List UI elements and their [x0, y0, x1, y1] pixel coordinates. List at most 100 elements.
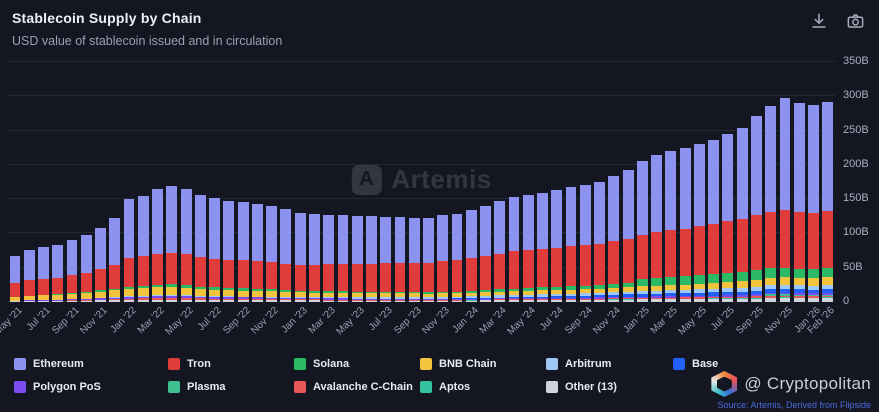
segment-solana: [522, 287, 534, 291]
bar-mar-24[interactable]: [494, 200, 506, 302]
bar-may-21[interactable]: [9, 255, 21, 302]
segment-polygon-pos: [408, 298, 420, 300]
segment-base: [808, 289, 819, 294]
bar-jun-22[interactable]: [194, 195, 206, 302]
bar-feb-23[interactable]: [308, 213, 320, 302]
segment-arbitrum: [565, 293, 577, 296]
legend-item-plasma[interactable]: Plasma: [168, 381, 294, 393]
segment-solana: [437, 292, 449, 294]
legend-item-ethereum[interactable]: Ethereum: [14, 358, 168, 370]
bar-jul-25[interactable]: [722, 133, 734, 302]
bar-aug-24[interactable]: [565, 187, 577, 302]
legend-item-aptos[interactable]: Aptos: [420, 381, 546, 393]
bar-may-25[interactable]: [693, 144, 705, 302]
bar-dec-21[interactable]: [109, 218, 121, 302]
bar-oct-24[interactable]: [594, 182, 605, 302]
legend-item-other-13[interactable]: Other (13): [546, 381, 673, 393]
legend-item-avalanche-c-chain[interactable]: Avalanche C-Chain: [294, 381, 420, 393]
bar-sep-25[interactable]: [751, 116, 762, 302]
bar-aug-21[interactable]: [52, 244, 64, 302]
bar-sep-22[interactable]: [237, 202, 249, 302]
bar-jul-24[interactable]: [551, 189, 563, 302]
legend-item-tron[interactable]: Tron: [168, 358, 294, 370]
bar-jun-21[interactable]: [23, 250, 35, 302]
bar-jul-21[interactable]: [38, 247, 49, 302]
bar-nov-25[interactable]: [779, 98, 791, 302]
bar-nov-21[interactable]: [95, 228, 106, 302]
bar-jul-23[interactable]: [380, 216, 392, 302]
segment-base: [679, 292, 691, 296]
bar-jul-22[interactable]: [209, 198, 221, 302]
bar-feb-25[interactable]: [651, 155, 663, 302]
segment-polygon-pos: [223, 297, 235, 299]
bar-oct-21[interactable]: [80, 235, 92, 302]
bar-oct-23[interactable]: [423, 218, 434, 302]
bar-apr-23[interactable]: [337, 215, 349, 302]
segment-other-13: [366, 300, 377, 302]
segment-solana: [508, 288, 520, 292]
bar-dec-22[interactable]: [280, 208, 292, 302]
bar-nov-24[interactable]: [608, 175, 620, 302]
legend-item-polygon-pos[interactable]: Polygon PoS: [14, 381, 168, 393]
bar-aug-23[interactable]: [394, 217, 406, 302]
bar-jan-25[interactable]: [636, 160, 648, 302]
bar-mar-25[interactable]: [665, 151, 677, 302]
bar-nov-23[interactable]: [437, 215, 449, 302]
bar-dec-23[interactable]: [451, 213, 463, 302]
segment-solana: [394, 292, 406, 294]
segment-ethereum: [608, 175, 620, 242]
bar-sep-21[interactable]: [66, 240, 78, 302]
bar-feb-22[interactable]: [137, 195, 149, 302]
bar-dec-24[interactable]: [622, 169, 634, 302]
segment-ethereum: [651, 155, 663, 233]
bar-sep-23[interactable]: [408, 217, 420, 302]
bar-apr-24[interactable]: [508, 196, 520, 302]
segment-other-13: [251, 300, 263, 302]
bar-nov-22[interactable]: [266, 205, 278, 302]
bar-aug-22[interactable]: [223, 200, 235, 302]
legend-item-bnb-chain[interactable]: BNB Chain: [420, 358, 546, 370]
segment-aptos: [765, 297, 777, 299]
bar-jun-24[interactable]: [537, 192, 548, 302]
segment-base: [736, 291, 748, 296]
segment-avalanche-c-chain: [109, 299, 121, 301]
segment-polygon-pos: [80, 298, 92, 301]
bar-apr-22[interactable]: [166, 186, 178, 302]
bar-jan-22[interactable]: [123, 199, 135, 302]
bar-jan-23[interactable]: [294, 212, 306, 302]
bar-jan-24[interactable]: [465, 210, 477, 302]
segment-solana: [123, 286, 135, 289]
camera-icon[interactable]: [846, 12, 865, 30]
bar-mar-22[interactable]: [152, 188, 163, 302]
legend-item-base[interactable]: Base: [673, 358, 865, 370]
bar-aug-25[interactable]: [736, 128, 748, 302]
segment-bnb-chain: [194, 289, 206, 296]
bar-jun-23[interactable]: [366, 216, 377, 302]
bar-mar-23[interactable]: [323, 215, 335, 302]
segment-solana: [651, 278, 663, 286]
bar-sep-24[interactable]: [579, 184, 591, 302]
bar-apr-25[interactable]: [679, 148, 691, 302]
segment-bnb-chain: [251, 290, 263, 297]
bar-jan-26[interactable]: [808, 104, 819, 302]
bar-dec-25[interactable]: [793, 102, 805, 302]
segment-solana: [109, 288, 121, 291]
bar-jun-25[interactable]: [708, 139, 720, 302]
segment-bnb-chain: [80, 293, 92, 299]
bar-may-23[interactable]: [351, 215, 363, 302]
segment-other-13: [9, 301, 21, 302]
bar-feb-24[interactable]: [480, 206, 491, 302]
chart: A Artemis May '21 Jul '21 Sep '21 Nov '21 Ja…: [0, 55, 879, 352]
legend-item-solana[interactable]: Solana: [294, 358, 420, 370]
source-attribution: Source: Artemis, Derived from Flipside: [717, 400, 871, 410]
bar-feb-26[interactable]: [822, 101, 834, 302]
download-icon[interactable]: [810, 12, 828, 30]
segment-ethereum: [23, 250, 35, 281]
bar-oct-25[interactable]: [765, 105, 777, 302]
bar-may-22[interactable]: [180, 189, 192, 302]
bar-oct-22[interactable]: [251, 203, 263, 302]
segment-solana: [551, 286, 563, 290]
segment-polygon-pos: [722, 295, 734, 297]
bar-may-24[interactable]: [522, 194, 534, 302]
legend-item-arbitrum[interactable]: Arbitrum: [546, 358, 673, 370]
